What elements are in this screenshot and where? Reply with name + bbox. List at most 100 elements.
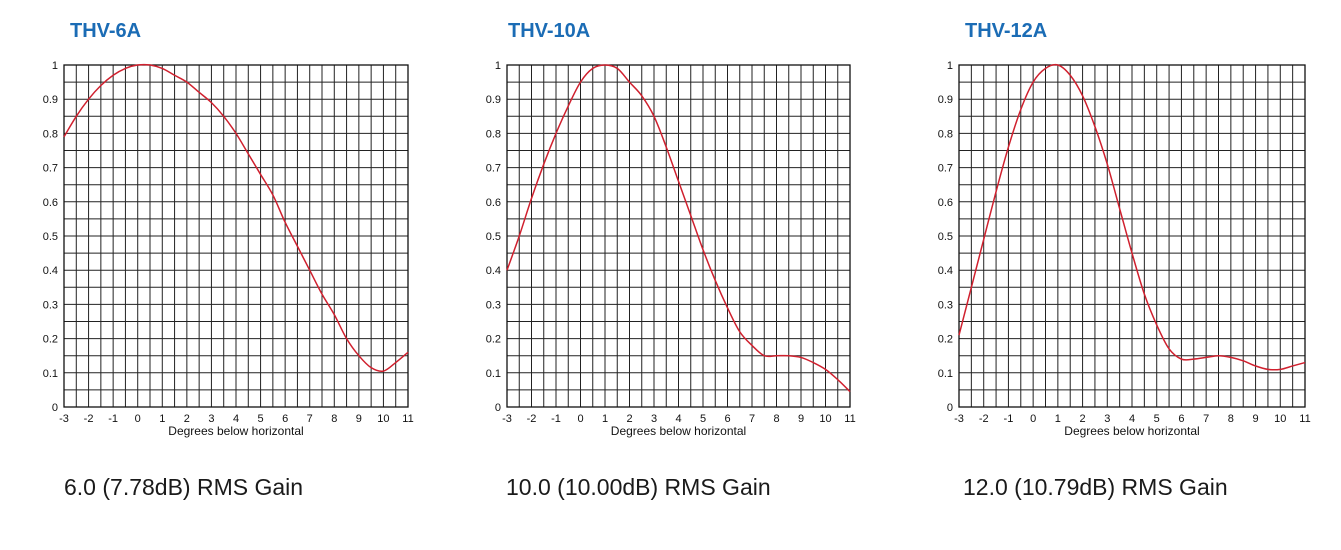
y-tick-label: 0.3 [486, 299, 501, 311]
y-tick-label: 0.9 [486, 94, 501, 106]
chart-title: THV-10A [508, 20, 591, 42]
y-tick-label: 0.8 [938, 128, 953, 140]
y-tick-label: 0.3 [43, 299, 58, 311]
grid [63, 64, 409, 408]
x-tick-label: 2 [184, 413, 190, 425]
y-tick-label: 0.5 [486, 231, 501, 243]
series-line [506, 64, 851, 393]
y-tick-label: 1 [947, 60, 953, 72]
plot-frame [63, 64, 409, 408]
y-tick-label: 0 [947, 402, 953, 414]
y-tick-label: 0.9 [43, 94, 58, 106]
chart-title: THV-12A [965, 20, 1048, 42]
y-tick-label: 0.8 [486, 128, 501, 140]
x-tick-label: -3 [954, 413, 964, 425]
x-tick-label: 5 [258, 413, 264, 425]
y-tick-label: 0.1 [486, 368, 501, 380]
x-tick-label: 1 [1055, 413, 1061, 425]
x-tick-label: -2 [979, 413, 989, 425]
y-tick-label: 0 [52, 402, 58, 414]
rms-gain-label: 12.0 (10.79dB) RMS Gain [963, 474, 1228, 500]
grid [958, 64, 1306, 408]
x-tick-label: 8 [331, 413, 337, 425]
y-tick-label: 0.4 [43, 265, 58, 277]
x-tick-label: 4 [233, 413, 239, 425]
y-tick-label: 0.3 [938, 299, 953, 311]
x-tick-label: 10 [1274, 413, 1286, 425]
x-tick-label: 7 [1203, 413, 1209, 425]
x-tick-label: 9 [356, 413, 362, 425]
chart-panel-thv-6a: THV-6A 0 0.1 0.2 0.3 0.4 0.5 0.6 0.7 0.8 0.9 1 -3 -2… [0, 0, 440, 550]
grid [506, 64, 851, 408]
y-tick-label: 0.7 [486, 163, 501, 175]
x-tick-label: -2 [84, 413, 94, 425]
x-tick-label: 3 [1104, 413, 1110, 425]
series-line [958, 63, 1306, 371]
x-axis-title: Degrees below horizontal [1064, 424, 1199, 438]
x-tick-label: 1 [602, 413, 608, 425]
y-tick-label: 0.1 [43, 368, 58, 380]
y-tick-label: 0.4 [938, 265, 953, 277]
line-chart: 0 0.1 0.2 0.3 0.4 0.5 0.6 0.7 0.8 0.9 1 -3 -2 -1 0 1 2 3 4… [43, 60, 414, 438]
y-tick-label: 0.5 [43, 231, 58, 243]
x-axis-title: Degrees below horizontal [611, 424, 746, 438]
x-tick-label: 10 [377, 413, 389, 425]
x-tick-label: 9 [798, 413, 804, 425]
line-chart: 0 0.1 0.2 0.3 0.4 0.5 0.6 0.7 0.8 0.9 1 -3 -2 -1 0 1 2 3 4… [486, 60, 856, 438]
x-tick-label: 0 [1030, 413, 1036, 425]
x-tick-label: 8 [1228, 413, 1234, 425]
plot-frame [506, 64, 851, 408]
y-tick-label: 0.2 [938, 334, 953, 346]
x-tick-label: 2 [626, 413, 632, 425]
x-tick-label: -1 [108, 413, 118, 425]
x-axis-title: Degrees below horizontal [168, 424, 303, 438]
x-tick-label: 11 [402, 413, 413, 425]
x-tick-label: 6 [1178, 413, 1184, 425]
x-tick-label: 2 [1080, 413, 1086, 425]
chart-title: THV-6A [70, 20, 142, 42]
y-tick-label: 1 [495, 60, 501, 72]
line-chart: 0 0.1 0.2 0.3 0.4 0.5 0.6 0.7 0.8 0.9 1 -3 -2 -1 0 1 2 3 4… [938, 60, 1311, 438]
x-tick-label: 7 [749, 413, 755, 425]
y-tick-label: 0.6 [486, 197, 501, 209]
x-tick-label: 6 [282, 413, 288, 425]
y-tick-label: 0.6 [938, 197, 953, 209]
x-tick-label: 0 [577, 413, 583, 425]
y-tick-label: 0.7 [938, 163, 953, 175]
x-tick-label: -1 [1004, 413, 1014, 425]
x-tick-label: 4 [1129, 413, 1135, 425]
x-tick-label: -3 [59, 413, 69, 425]
x-tick-label: 9 [1253, 413, 1259, 425]
y-tick-label: 0.6 [43, 197, 58, 209]
x-tick-label: -2 [527, 413, 537, 425]
series-line [63, 63, 409, 373]
x-tick-label: 11 [844, 413, 855, 425]
y-tick-label: 0.2 [486, 334, 501, 346]
y-tick-label: 0 [495, 402, 501, 414]
plot-frame [958, 64, 1306, 408]
x-tick-label: -3 [502, 413, 512, 425]
y-tick-label: 0.7 [43, 163, 58, 175]
x-tick-label: 1 [159, 413, 165, 425]
x-tick-label: 5 [700, 413, 706, 425]
y-tick-label: 0.1 [938, 368, 953, 380]
y-tick-label: 1 [52, 60, 58, 72]
rms-gain-label: 10.0 (10.00dB) RMS Gain [506, 474, 771, 500]
x-tick-label: -1 [551, 413, 561, 425]
y-tick-label: 0.4 [486, 265, 501, 277]
x-tick-label: 10 [819, 413, 831, 425]
x-tick-label: 0 [135, 413, 141, 425]
x-tick-label: 3 [651, 413, 657, 425]
y-tick-label: 0.9 [938, 94, 953, 106]
x-tick-label: 4 [675, 413, 681, 425]
y-tick-label: 0.8 [43, 128, 58, 140]
x-tick-label: 5 [1154, 413, 1160, 425]
y-tick-label: 0.5 [938, 231, 953, 243]
x-tick-label: 3 [208, 413, 214, 425]
chart-panel-thv-10a: THV-10A 0 0.1 0.2 0.3 0.4 0.5 0.6 0.7 0.8 0.9 1 -3 -… [443, 0, 883, 550]
x-tick-label: 7 [307, 413, 313, 425]
x-tick-label: 8 [773, 413, 779, 425]
chart-panel-thv-12a: THV-12A 0 0.1 0.2 0.3 0.4 0.5 0.6 0.7 0.8 0.9 1 -3 -… [896, 0, 1336, 550]
x-tick-label: 6 [724, 413, 730, 425]
x-tick-label: 11 [1299, 413, 1310, 425]
